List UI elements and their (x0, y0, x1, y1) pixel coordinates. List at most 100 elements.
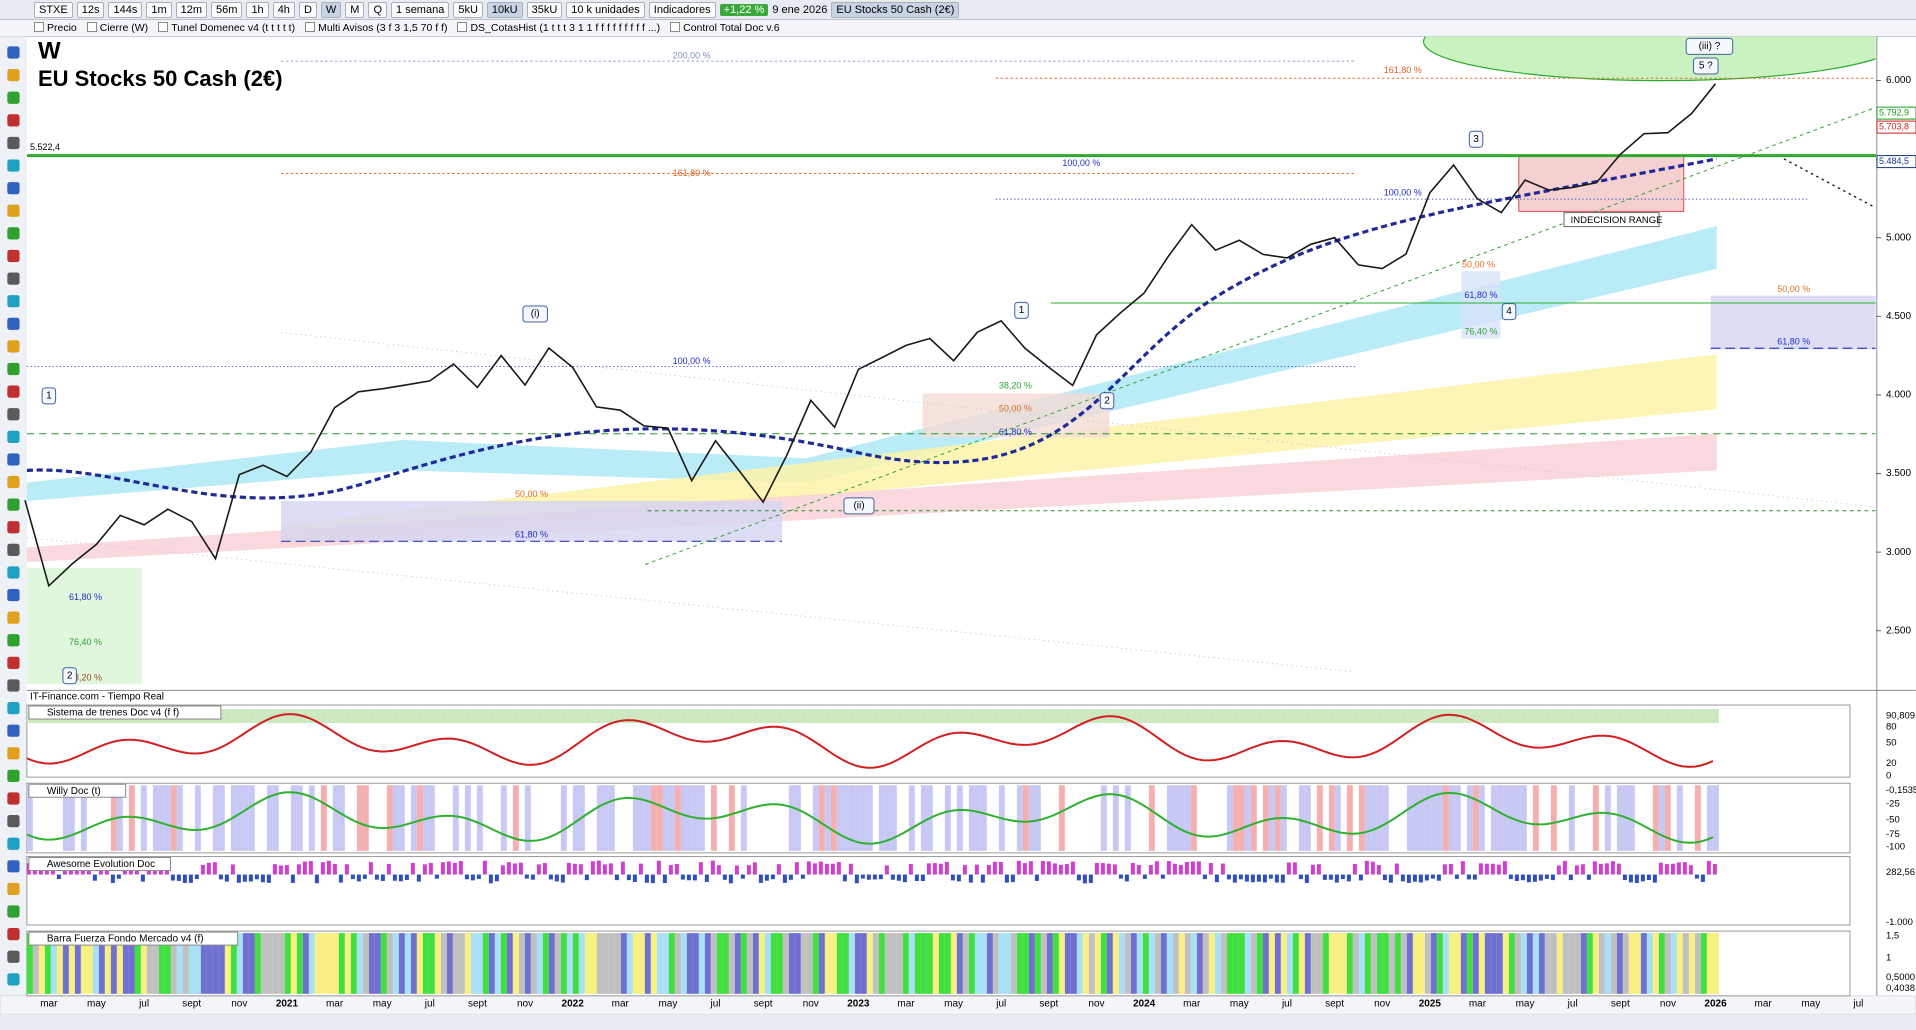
timeframe-button[interactable]: M (345, 1, 365, 18)
panel-band (182, 785, 189, 851)
panel-bar (596, 860, 601, 875)
tool-icon[interactable] (7, 521, 20, 534)
tool-icon[interactable] (7, 905, 20, 918)
study-toggle[interactable]: Tunel Domenec v4 (t t t t t) (158, 22, 295, 34)
tool-icon[interactable] (7, 159, 20, 172)
tool-icon[interactable] (7, 295, 20, 308)
tool-icon[interactable] (7, 792, 20, 805)
tool-icon[interactable] (7, 453, 20, 466)
panel-band (836, 709, 843, 724)
tool-icon[interactable] (7, 317, 20, 330)
panel-band (896, 933, 903, 994)
panel-bar (644, 874, 649, 883)
tool-icon[interactable] (7, 837, 20, 850)
tool-icon[interactable] (7, 588, 20, 602)
tool-icon[interactable] (7, 340, 20, 353)
tool-icon[interactable] (7, 46, 20, 59)
instrument-tab[interactable]: EU Stocks 50 Cash (2€) (831, 1, 960, 18)
tool-icon[interactable] (7, 227, 20, 240)
panel-band (620, 785, 627, 851)
units-button[interactable]: 10kU (486, 1, 523, 18)
timeframe-button[interactable]: 144s (108, 1, 143, 18)
tool-icon[interactable] (7, 498, 20, 511)
timeframe-button[interactable]: 1m (146, 1, 172, 18)
panel-band (1580, 785, 1587, 851)
tool-icon[interactable] (7, 430, 20, 443)
panel-band (1076, 933, 1083, 994)
study-toggle[interactable]: DS_CotasHist (1 t t t 3 1 1 f f f f f f … (457, 22, 660, 34)
panel-band (1028, 709, 1035, 724)
panel-band (1364, 785, 1371, 851)
tool-icon[interactable] (7, 69, 20, 82)
tool-icon[interactable] (7, 815, 20, 828)
units-button[interactable]: 5kU (453, 1, 483, 18)
tool-icon[interactable] (7, 136, 20, 150)
panel-title: Sistema de trenes Doc v4 (f f) (47, 708, 179, 719)
tool-icon[interactable] (7, 973, 20, 986)
timeframe-button[interactable]: 12m (175, 1, 208, 18)
timeframe-button[interactable]: 12s (76, 1, 105, 18)
indicators-button[interactable]: Indicadores (648, 1, 716, 18)
study-toggle[interactable]: Control Total Doc v.6 (670, 22, 780, 34)
panel-band (794, 785, 801, 851)
timeframe-button[interactable]: 4h (272, 1, 295, 18)
panel-band (350, 933, 357, 994)
panel-band (1370, 933, 1377, 994)
panel-band (494, 785, 501, 851)
panel-band (242, 933, 249, 994)
tool-icon[interactable] (7, 634, 20, 647)
period-select[interactable]: 1 semana (391, 1, 450, 18)
tool-icon[interactable] (7, 656, 20, 669)
tool-icon[interactable] (7, 543, 20, 556)
panel-band (1082, 785, 1089, 851)
panel-band (458, 709, 465, 724)
tool-icon[interactable] (7, 679, 20, 692)
tool-icon[interactable] (7, 475, 20, 489)
units-select[interactable]: 10 k unidades (566, 1, 645, 18)
tool-icon[interactable] (7, 272, 20, 285)
tool-icon[interactable] (7, 747, 20, 760)
tool-icon[interactable] (7, 769, 20, 783)
panel-band (1064, 785, 1071, 851)
panel-bar (1376, 864, 1381, 875)
tool-icon[interactable] (7, 566, 20, 579)
study-toggle[interactable]: Multi Avisos (3 f 3 1,5 70 f f) (305, 22, 447, 34)
tool-icon[interactable] (7, 385, 20, 398)
panel-band (1106, 785, 1113, 851)
tool-icon[interactable] (7, 114, 20, 127)
tool-icon[interactable] (7, 362, 20, 376)
tool-icon[interactable] (7, 928, 20, 941)
study-toggle[interactable]: Precio (34, 22, 77, 34)
panel-bar (602, 864, 607, 875)
panel-bar (1184, 861, 1189, 875)
tool-icon[interactable] (7, 701, 20, 715)
tool-icon[interactable] (7, 408, 20, 421)
tool-icon[interactable] (7, 182, 20, 195)
tool-icon[interactable] (7, 724, 20, 737)
tool-icon[interactable] (7, 882, 20, 896)
timeframe-button[interactable]: D (298, 1, 317, 18)
panel-band (644, 785, 651, 851)
tool-icon[interactable] (7, 204, 20, 217)
timeframe-button[interactable]: 1h (246, 1, 269, 18)
wave-box (62, 667, 77, 685)
units-button[interactable]: 35kU (526, 1, 563, 18)
panel-bar (1292, 862, 1297, 875)
symbol-select[interactable]: STXE (34, 1, 73, 18)
tool-icon[interactable] (7, 249, 20, 263)
tool-icon[interactable] (7, 950, 20, 963)
panel-band (914, 785, 921, 851)
study-toggle[interactable]: Cierre (W) (87, 22, 148, 34)
timeframe-button[interactable]: 56m (211, 1, 243, 18)
tool-icon[interactable] (7, 860, 20, 873)
panel-bar (998, 862, 1003, 875)
tool-icon[interactable] (7, 91, 20, 104)
panel-bar (1262, 874, 1267, 883)
timeframe-button[interactable]: Q (368, 1, 388, 18)
timeframe-button[interactable]: W (320, 1, 342, 18)
panel-band (986, 785, 993, 851)
panel-band (632, 933, 639, 994)
tool-icon[interactable] (7, 611, 20, 624)
panel-band (176, 785, 183, 851)
